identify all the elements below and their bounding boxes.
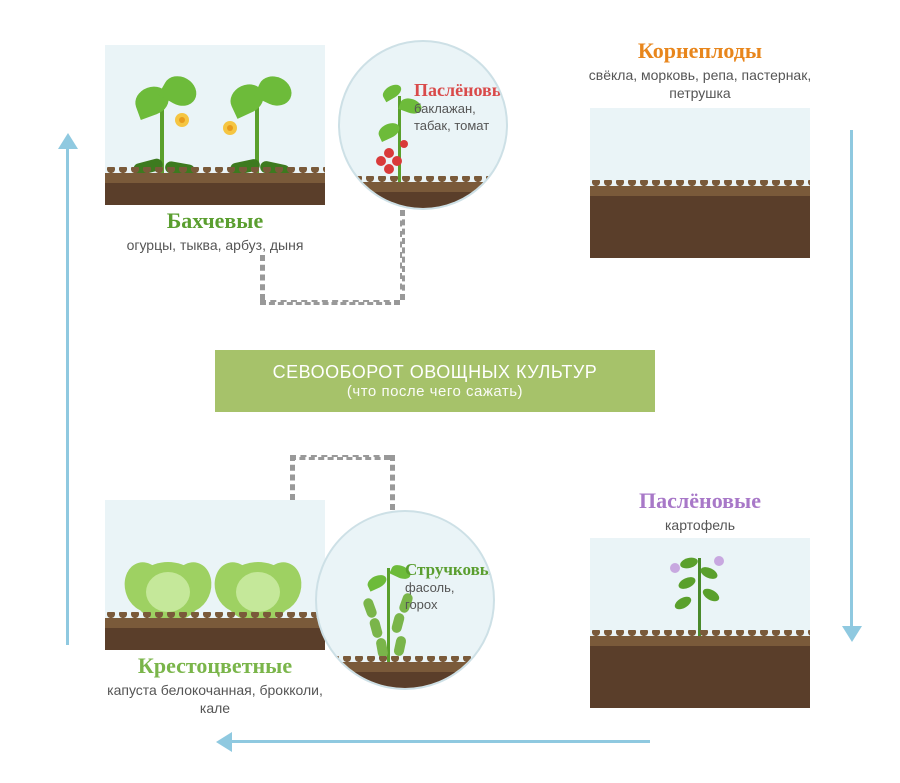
arrow-right-down [850, 130, 853, 630]
card-crucifers-label: Крестоцветные капуста белокочанная, брок… [85, 653, 345, 723]
nightshade2-title: Паслёновые [590, 488, 810, 514]
dash-connector-top-v2 [400, 210, 405, 300]
circle-nightshade: Паслёновые баклажан, табак, томат [338, 40, 508, 210]
soil [590, 636, 810, 708]
arrowhead-left-up [58, 133, 78, 149]
card-cucurbits [105, 45, 325, 205]
legumes-title: Стручковые [405, 560, 485, 580]
card-nightshade2-label: Паслёновые картофель [590, 488, 810, 540]
roots-sub: свёкла, морковь, репа, пастернак, петруш… [570, 64, 830, 108]
banner-line2: (что после чего сажать) [239, 383, 631, 400]
nightshade-title: Паслёновые [414, 80, 496, 101]
card-cucurbits-label: Бахчевые огурцы, тыква, арбуз, дыня [105, 208, 325, 260]
soil [105, 618, 325, 650]
dash-connector-bottom-h [290, 455, 390, 460]
dash-connector-top-h [260, 300, 400, 305]
soil [590, 186, 810, 258]
nightshade2-sub: картофель [590, 514, 810, 540]
crucifers-title: Крестоцветные [85, 653, 345, 679]
cucurbits-title: Бахчевые [105, 208, 325, 234]
nightshade-sub: баклажан, табак, томат [414, 101, 496, 135]
circle-legumes: Стручковые фасоль, горох [315, 510, 495, 690]
card-roots-label: Корнеплоды свёкла, морковь, репа, пастер… [570, 38, 830, 108]
crucifers-sub: капуста белокочанная, брокколи, кале [85, 679, 345, 723]
card-nightshade2 [590, 538, 810, 708]
center-banner: СЕВООБОРОТ ОВОЩНЫХ КУЛЬТУР (что после че… [215, 350, 655, 412]
dash-connector-bottom-v2 [390, 455, 395, 510]
legumes-sub: фасоль, горох [405, 580, 485, 614]
banner-line1: СЕВООБОРОТ ОВОЩНЫХ КУЛЬТУР [239, 362, 631, 383]
soil [317, 662, 493, 690]
card-crucifers [105, 500, 325, 650]
cucurbits-sub: огурцы, тыква, арбуз, дыня [105, 234, 325, 260]
roots-title: Корнеплоды [570, 38, 830, 64]
card-roots [590, 108, 810, 258]
dash-connector-top [260, 255, 265, 300]
soil [340, 182, 506, 210]
arrowhead-bottom-left [216, 732, 232, 752]
soil [105, 173, 325, 205]
arrowhead-right-down [842, 626, 862, 642]
dash-connector-bottom-v1 [290, 455, 295, 500]
arrow-bottom-left [230, 740, 650, 743]
arrow-left-up [66, 145, 69, 645]
